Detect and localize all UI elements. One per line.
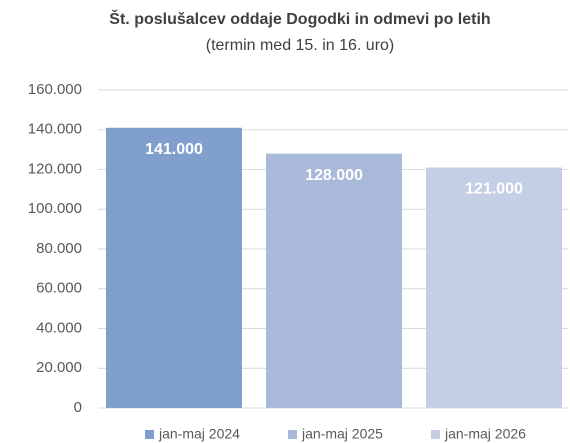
- y-tick-label: 80.000: [36, 240, 82, 257]
- y-tick-label: 100.000: [28, 200, 82, 217]
- legend-swatch: [145, 430, 154, 439]
- y-tick-label: 0: [74, 399, 82, 416]
- y-tick-label: 20.000: [36, 359, 82, 376]
- y-tick-label: 60.000: [36, 280, 82, 297]
- legend-label: jan-maj 2025: [301, 426, 383, 442]
- bar: [106, 127, 242, 408]
- data-label: 128.000: [305, 167, 363, 184]
- data-label: 121.000: [465, 181, 523, 198]
- chart-subtitle: (termin med 15. in 16. uro): [206, 37, 395, 54]
- legend-label: jan-maj 2026: [444, 426, 526, 442]
- y-tick-label: 40.000: [36, 319, 82, 336]
- y-tick-label: 140.000: [28, 121, 82, 138]
- bar: [266, 153, 402, 408]
- data-label: 141.000: [145, 141, 203, 158]
- chart-title: Št. poslušalcev oddaje Dogodki in odmevi…: [109, 9, 490, 28]
- legend-swatch: [288, 430, 297, 439]
- legend-label: jan-maj 2024: [158, 426, 240, 442]
- bar: [426, 167, 562, 408]
- y-tick-label: 160.000: [28, 81, 82, 98]
- y-tick-label: 120.000: [28, 160, 82, 177]
- legend-swatch: [431, 430, 440, 439]
